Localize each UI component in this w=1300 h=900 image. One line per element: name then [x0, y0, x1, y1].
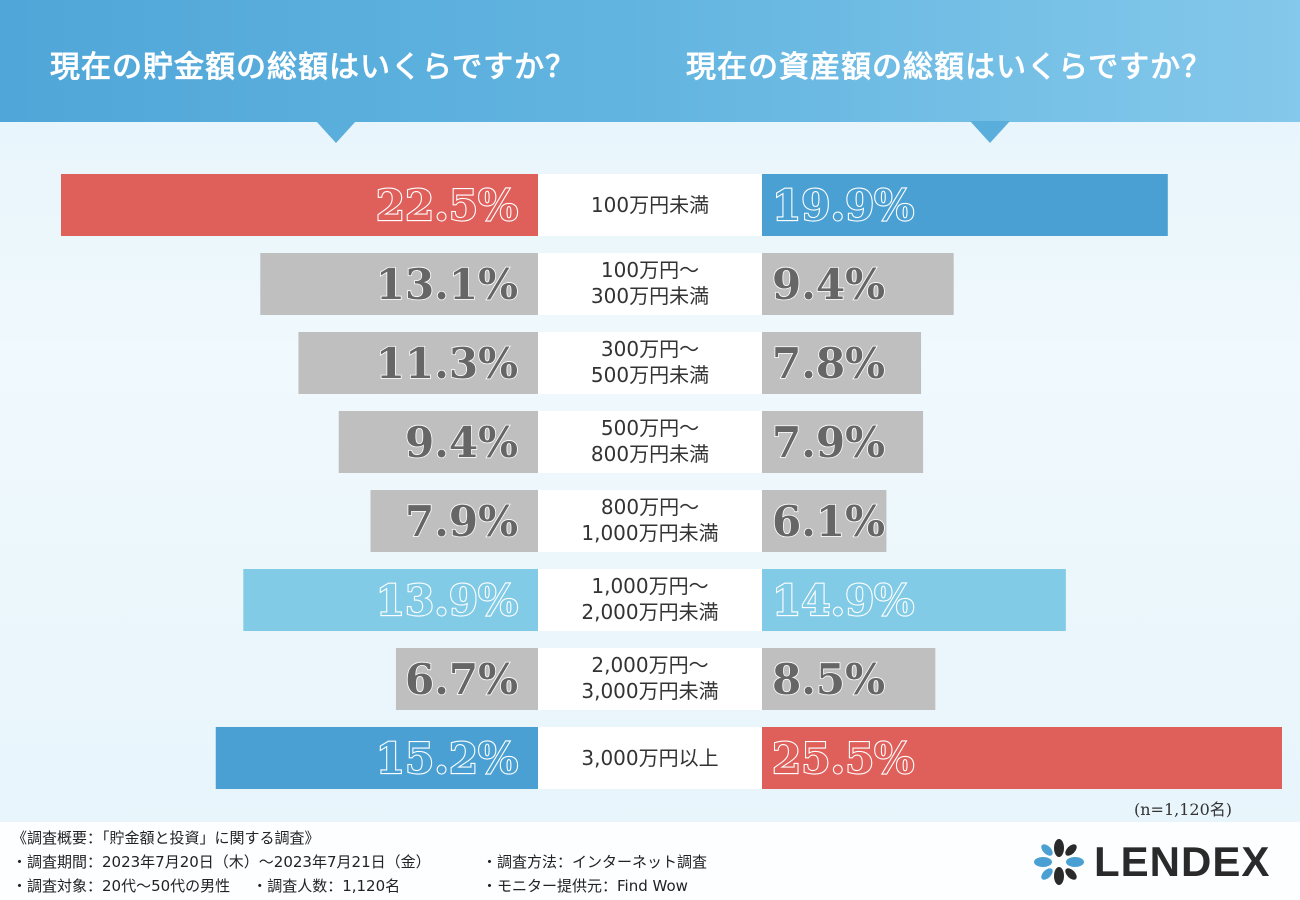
category-label: 2,000万円未満 — [581, 600, 718, 624]
category-label: 100万円～ — [601, 258, 699, 282]
data-label-left: 7.9% — [405, 497, 518, 546]
left-pointer-arrow — [316, 121, 356, 143]
right-pointer-arrow — [970, 121, 1010, 143]
data-label-right: 14.9% — [772, 576, 914, 625]
bar-right — [762, 332, 922, 394]
bar-right — [762, 727, 1282, 789]
survey-respondents: ・調査人数：1,120名 — [252, 877, 401, 895]
data-label-left: 22.5% — [376, 181, 518, 230]
bar-left — [215, 727, 538, 789]
category-box — [538, 490, 762, 552]
data-label-right: 25.5% — [772, 734, 914, 783]
category-box — [538, 727, 762, 789]
category-box — [538, 648, 762, 710]
bar-right — [762, 490, 887, 552]
bar-left — [370, 490, 538, 552]
bar-left — [243, 569, 538, 631]
category-label: 3,000万円以上 — [581, 746, 718, 770]
bar-right — [762, 648, 936, 710]
left-question-title: 現在の貯金額の総額はいくらですか？ — [50, 50, 577, 85]
data-label-left: 11.3% — [376, 339, 518, 388]
category-box — [538, 569, 762, 631]
category-label: 3,000万円未満 — [581, 679, 718, 703]
header-banner: 現在の貯金額の総額はいくらですか？ 現在の資産額の総額はいくらですか？ — [0, 0, 1300, 122]
bar-right — [762, 174, 1168, 236]
data-label-left: 15.2% — [376, 734, 518, 783]
category-label: 300万円未満 — [591, 284, 709, 308]
category-label: 100万円未満 — [591, 193, 709, 217]
survey-period: ・調査期間：2023年7月20日（木）～2023年7月21日（金） — [12, 853, 431, 871]
data-label-left: 6.7% — [405, 655, 518, 704]
data-label-right: 9.4% — [772, 260, 885, 309]
data-label-left: 13.1% — [376, 260, 518, 309]
data-label-left: 9.4% — [405, 418, 518, 467]
survey-notes: 《調査概要：「貯金額と投資」に関する調査》 ・調査期間：2023年7月20日（木… — [12, 826, 707, 898]
sample-size-note: (n=1,120名) — [1134, 800, 1233, 819]
category-label: 2,000万円～ — [591, 653, 708, 677]
bar-left — [298, 332, 538, 394]
survey-target: ・調査対象：20代～50代の男性 — [12, 877, 231, 895]
category-label: 500万円～ — [601, 416, 699, 440]
category-label: 500万円未満 — [591, 363, 709, 387]
survey-method: ・調査方法：インターネット調査 — [482, 853, 708, 871]
category-label: 1,000万円～ — [591, 574, 708, 598]
bar-right — [762, 411, 924, 473]
data-label-right: 6.1% — [772, 497, 885, 546]
category-box — [538, 253, 762, 315]
category-label: 300万円～ — [601, 337, 699, 361]
category-label: 800万円～ — [601, 495, 699, 519]
category-box — [538, 332, 762, 394]
survey-title: 《調査概要：「貯金額と投資」に関する調査》 — [12, 829, 320, 847]
category-box — [538, 411, 762, 473]
bar-right — [762, 569, 1066, 631]
bar-left — [61, 174, 538, 236]
lendex-logo-icon — [1034, 839, 1084, 885]
data-label-right: 19.9% — [772, 181, 914, 230]
data-label-right: 7.9% — [772, 418, 885, 467]
bar-right — [762, 253, 954, 315]
category-label: 1,000万円未満 — [581, 521, 718, 545]
category-label: 800万円未満 — [591, 442, 709, 466]
data-label-left: 13.9% — [376, 576, 518, 625]
lendex-logo: LENDEX — [1030, 838, 1280, 886]
data-label-right: 7.8% — [772, 339, 885, 388]
bar-left — [338, 411, 538, 473]
right-question-title: 現在の資産額の総額はいくらですか？ — [686, 50, 1213, 85]
lendex-logo-text: LENDEX — [1094, 838, 1271, 885]
bar-left — [395, 648, 538, 710]
category-box — [538, 174, 762, 236]
data-label-right: 8.5% — [772, 655, 885, 704]
bar-left — [260, 253, 538, 315]
survey-provider: ・モニター提供元：Find Wow — [482, 877, 688, 895]
